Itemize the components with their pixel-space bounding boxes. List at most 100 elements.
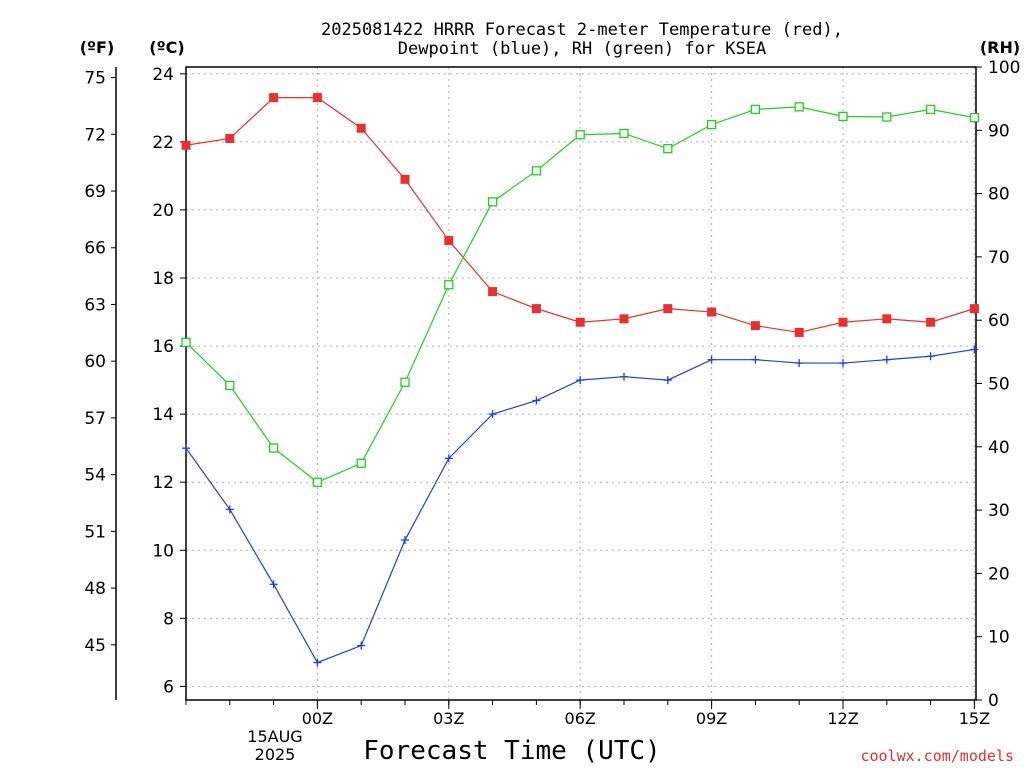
rh-tick-label: 30: [988, 501, 1010, 521]
rh-tick-label: 20: [988, 564, 1010, 584]
fahrenheit-tick-label: 45: [84, 636, 106, 656]
rh-point: [444, 280, 454, 290]
x-axis-label: Forecast Time (UTC): [363, 736, 660, 766]
celsius-tick-label: 16: [152, 337, 174, 357]
dewpoint-point: [313, 658, 322, 667]
rh-tick-label: 40: [988, 438, 1010, 458]
dewpoint-point: [576, 376, 585, 385]
celsius-tick-label: 22: [152, 133, 174, 153]
rh-point: [575, 130, 585, 140]
dewpoint-point: [751, 355, 760, 364]
axes: 6 8 10 12 14 16 18 20 22 24 45 48 51 54 57 60 63 66 69 72 75…: [84, 58, 1020, 728]
fahrenheit-tick-label: 66: [84, 239, 106, 259]
dewpoint-point: [926, 352, 935, 361]
celsius-tick-label: 12: [152, 473, 174, 493]
rh-point: [882, 112, 892, 122]
rh-point: [225, 380, 235, 391]
rh-point: [969, 112, 980, 123]
rh-point: [750, 104, 761, 115]
temperature-point: [356, 123, 366, 133]
celsius-tick-label: 10: [152, 541, 174, 561]
rh-point: [487, 197, 498, 207]
rh-tick-label: 70: [988, 248, 1010, 268]
rh-tick-label: 90: [988, 121, 1010, 141]
dewpoint-point: [970, 345, 979, 354]
rh-point: [356, 458, 366, 468]
temperature-point: [269, 93, 279, 103]
temperature-point: [794, 327, 804, 337]
celsius-tick-label: 24: [152, 65, 174, 85]
temperature-point: [181, 140, 191, 150]
fahrenheit-tick-label: 75: [84, 69, 106, 89]
dewpoint-series: [182, 345, 979, 667]
temperature-point: [707, 307, 717, 317]
dewpoint-point: [488, 410, 497, 419]
fahrenheit-tick-label: 51: [84, 522, 106, 542]
celsius-tick-label: 18: [152, 269, 174, 289]
dewpoint-point: [182, 444, 190, 453]
rh-tick-label: 100: [988, 58, 1020, 78]
x-tick-label: 12Z: [827, 709, 858, 728]
temperature-point: [750, 321, 760, 331]
rh-tick-label: 50: [988, 375, 1010, 395]
rh-tick-label: 0: [988, 691, 999, 711]
temperature-point: [400, 174, 410, 184]
rh-point: [794, 102, 804, 112]
temperature-point: [926, 317, 936, 327]
temperature-point: [444, 236, 454, 246]
rh-point: [268, 443, 279, 453]
dewpoint-point: [401, 536, 409, 545]
temperature-point: [225, 133, 235, 143]
rh-point: [531, 166, 542, 176]
celsius-tick-label: 6: [163, 677, 174, 697]
celsius-tick-label: 8: [163, 609, 174, 629]
temperature-point: [619, 314, 629, 324]
fahrenheit-tick-label: 57: [84, 409, 106, 429]
temperature-point: [663, 304, 673, 314]
dewpoint-point: [663, 376, 672, 385]
fahrenheit-tick-label: 48: [84, 579, 106, 599]
date-label-line1: 15AUG: [247, 727, 302, 746]
temperature-point: [312, 93, 322, 103]
dewpoint-point: [357, 641, 366, 650]
dewpoint-point: [839, 359, 847, 368]
fahrenheit-tick-label: 72: [84, 125, 106, 145]
temperature-point: [838, 317, 848, 327]
grid-lines: [186, 67, 976, 700]
watermark: coolwx.com/models: [860, 747, 1014, 765]
rh-point: [619, 128, 629, 139]
temperature-point: [969, 304, 979, 314]
celsius-tick-label: 20: [152, 201, 174, 221]
chart-title-line2: Dewpoint (blue), RH (green) for KSEA: [398, 39, 766, 59]
dewpoint-point: [532, 396, 541, 405]
temperature-point: [488, 287, 498, 297]
fahrenheit-tick-label: 63: [84, 295, 106, 315]
plot-frame: [185, 66, 977, 701]
fahrenheit-tick-label: 60: [84, 352, 106, 372]
temperature-point: [531, 304, 541, 314]
dewpoint-point: [882, 355, 891, 364]
date-label-line2: 2025: [255, 745, 296, 764]
x-tick-label: 06Z: [565, 709, 596, 728]
rh-tick-label: 60: [988, 311, 1010, 331]
rh-unit-label: (RH): [980, 38, 1020, 57]
rh-tick-label: 80: [988, 185, 1010, 205]
series-layer: [181, 93, 980, 667]
dewpoint-point: [707, 355, 716, 364]
dewpoint-point: [795, 359, 804, 368]
x-tick-label: 15Z: [959, 709, 990, 728]
dewpoint-point: [444, 454, 453, 463]
celsius-unit-label: (ºC): [149, 38, 184, 57]
temperature-point: [882, 314, 892, 324]
x-tick-label: 00Z: [302, 709, 333, 728]
dewpoint-point: [269, 580, 278, 589]
rh-point: [706, 119, 717, 130]
rh-point: [925, 104, 936, 115]
temperature-series: [181, 93, 979, 337]
rh-tick-label: 10: [988, 628, 1010, 648]
dewpoint-point: [620, 372, 628, 381]
rh-point: [838, 111, 848, 122]
fahrenheit-tick-label: 54: [84, 466, 106, 486]
chart-title-line1: 2025081422 HRRR Forecast 2-meter Tempera…: [321, 20, 843, 40]
